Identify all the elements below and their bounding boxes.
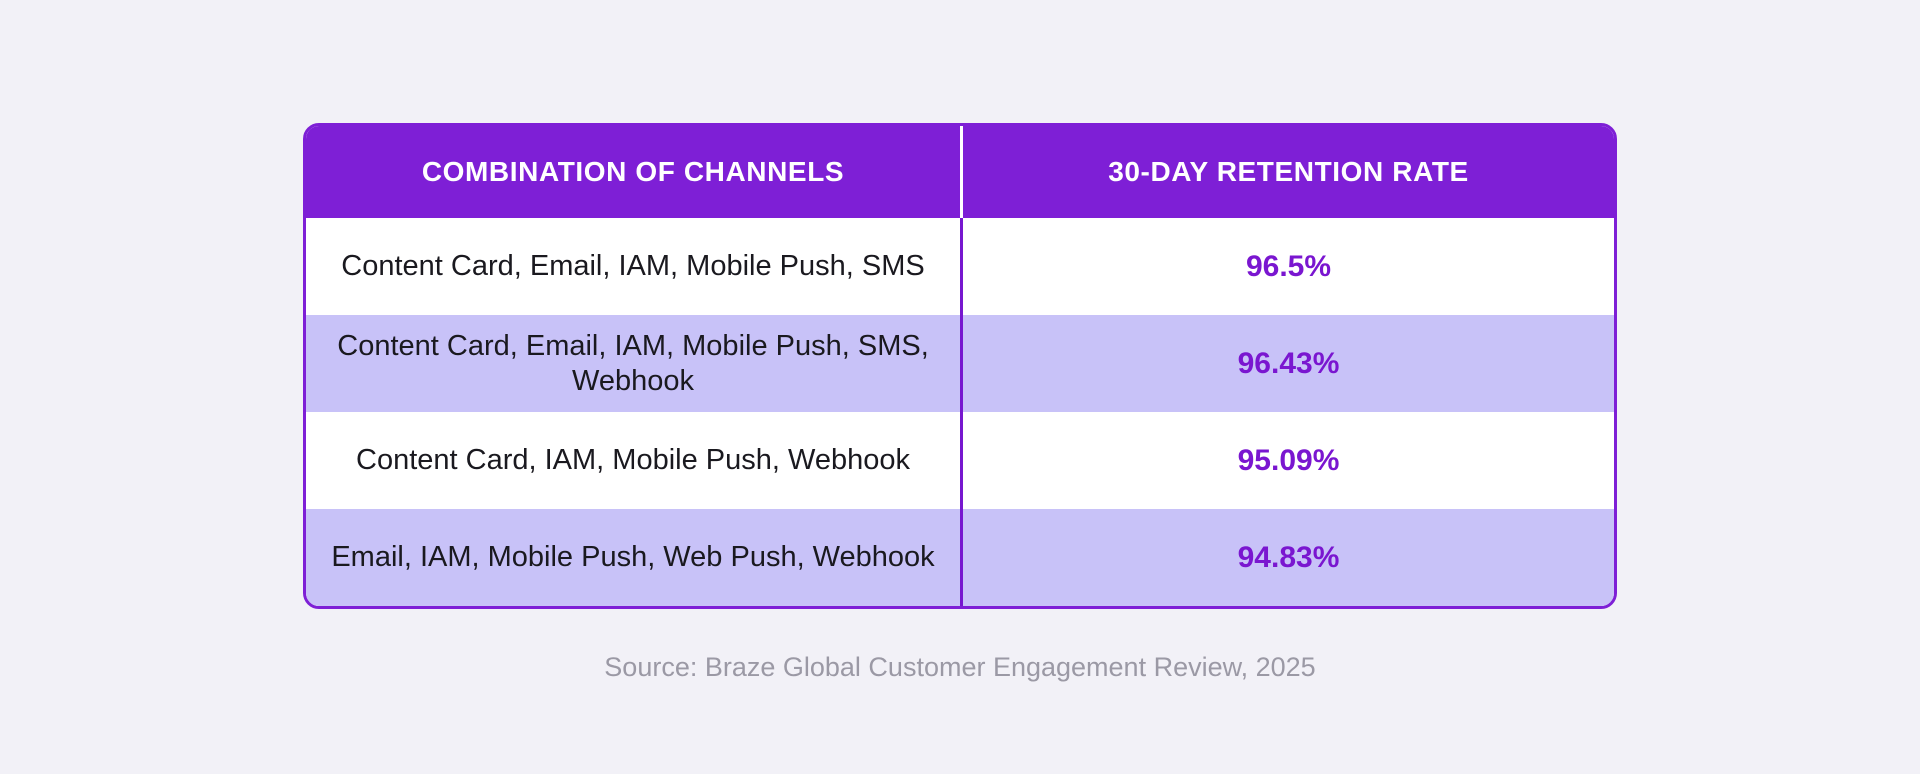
- header-combination-of-channels: COMBINATION OF CHANNELS: [421, 156, 845, 187]
- retention-cell: 95.09%: [960, 412, 1614, 509]
- table-row: Email, IAM, Mobile Push, Web Push, Webho…: [306, 509, 1614, 606]
- header-30-day-retention-rate: 30-DAY RETENTION RATE: [960, 126, 1614, 218]
- channels-cell: Content Card, IAM, Mobile Push, Webhook: [356, 444, 910, 477]
- channels-cell: Email, IAM, Mobile Push, Web Push, Webho…: [331, 541, 935, 574]
- channels-cell: Content Card, Email, IAM, Mobile Push, S…: [337, 329, 929, 397]
- table-header-row: COMBINATION OF CHANNELS 30-DAY RETENTION…: [306, 126, 1614, 218]
- retention-cell: 96.43%: [960, 315, 1614, 412]
- retention-cell: 94.83%: [960, 509, 1614, 606]
- retention-table: COMBINATION OF CHANNELS 30-DAY RETENTION…: [303, 123, 1617, 609]
- channels-cell: Content Card, Email, IAM, Mobile Push, S…: [341, 250, 925, 283]
- retention-cell: 96.5%: [960, 218, 1614, 315]
- table-row: Content Card, IAM, Mobile Push, Webhook …: [306, 412, 1614, 509]
- table-row: Content Card, Email, IAM, Mobile Push, S…: [306, 218, 1614, 315]
- source-attribution: Source: Braze Global Customer Engagement…: [604, 652, 1316, 682]
- table-row: Content Card, Email, IAM, Mobile Push, S…: [306, 315, 1614, 412]
